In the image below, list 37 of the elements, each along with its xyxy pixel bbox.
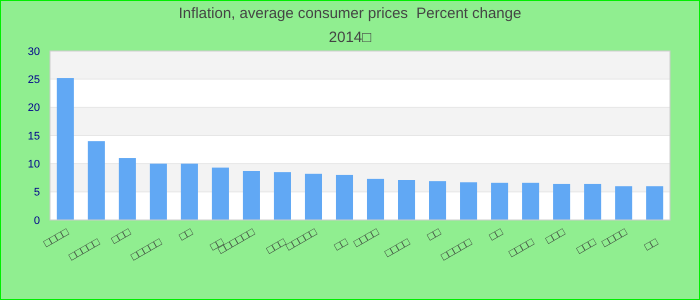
bar [150, 164, 167, 220]
y-tick-label: 0 [34, 214, 40, 227]
x-tick-label: □□□ [110, 226, 134, 247]
bar [180, 164, 198, 220]
y-tick-label: 10 [28, 158, 40, 171]
bar [56, 78, 74, 220]
bar [88, 141, 105, 220]
bar [615, 186, 632, 220]
bar [336, 174, 354, 220]
bar [366, 178, 384, 220]
y-tick-label: 20 [28, 102, 40, 114]
x-tick-label: □□□ [574, 236, 598, 257]
bar [304, 174, 322, 220]
y-tick-label: 5 [34, 186, 40, 199]
bar [398, 180, 416, 220]
y-tick-label: 30 [28, 46, 40, 58]
chart-title: Inflation, average consumer prices Percent change [178, 5, 522, 22]
x-tick-label: □□□ [544, 226, 568, 247]
x-tick-label: □□ [426, 226, 444, 244]
bar [584, 184, 602, 220]
x-tick-label: □□ [642, 236, 660, 254]
x-tick-label: □□ [177, 226, 196, 244]
chart-subtitle: 2014□ [328, 29, 372, 46]
bar [646, 186, 664, 220]
bar [522, 182, 540, 220]
bar [491, 182, 508, 220]
bar [274, 172, 291, 220]
bar [429, 181, 446, 220]
x-tick-label: □□ [332, 236, 350, 254]
x-tick-label: □□ [488, 226, 506, 244]
bar [553, 184, 570, 220]
bar [242, 170, 260, 220]
bar [118, 158, 136, 220]
bar [460, 182, 478, 220]
y-tick-label: 15 [28, 130, 40, 142]
bar [212, 168, 229, 220]
y-tick-label: 25 [28, 74, 40, 86]
